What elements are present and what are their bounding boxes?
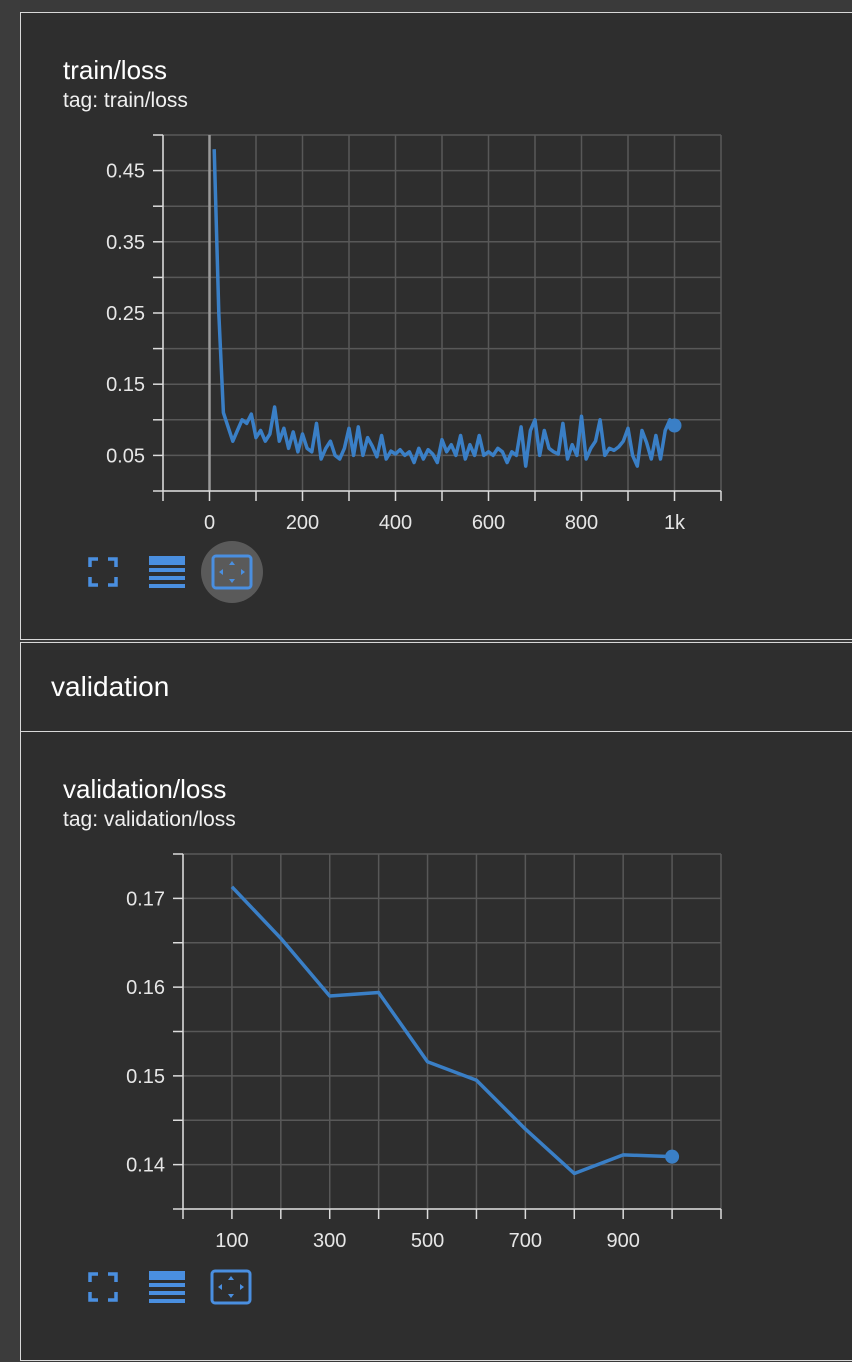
last-point-marker <box>665 1149 680 1164</box>
x-tick-label: 800 <box>565 512 598 534</box>
y-tick-label: 0.25 <box>106 303 145 325</box>
y-tick-label: 0.16 <box>126 977 165 999</box>
x-tick-label: 300 <box>313 1230 346 1252</box>
y-tick-label: 0.14 <box>126 1155 165 1177</box>
chart-tag: tag: validation/loss <box>63 808 236 831</box>
last-point-marker <box>667 418 682 433</box>
chart-toolbar <box>77 1261 269 1313</box>
train-loss-chart[interactable]: 0.05 0.15 0.25 0.35 0.45 0 200 400 600 800 1k <box>21 13 851 553</box>
fullscreen-icon <box>88 557 118 587</box>
validation-section-header[interactable]: validation <box>20 642 852 732</box>
data-table-icon <box>149 1271 185 1303</box>
x-tick-label: 100 <box>215 1230 248 1252</box>
x-tick-label: 0 <box>204 512 215 534</box>
y-tick-label: 0.35 <box>106 232 145 254</box>
y-tick-label: 0.15 <box>126 1066 165 1088</box>
x-tick-label: 400 <box>379 512 412 534</box>
toggle-table-button[interactable] <box>141 1261 193 1313</box>
fit-domain-icon <box>210 1269 252 1305</box>
validation-loss-chart[interactable]: 0.14 0.15 0.16 0.17 100 300 500 700 900 <box>21 732 851 1272</box>
y-tick-label: 0.15 <box>106 374 145 396</box>
y-tick-label: 0.05 <box>106 445 145 467</box>
chart-title: validation/loss <box>63 774 227 804</box>
chart-tag: tag: train/loss <box>63 89 188 112</box>
series-line <box>212 149 676 468</box>
series-line <box>230 885 673 1176</box>
fullscreen-icon <box>88 1272 118 1302</box>
fullscreen-button[interactable] <box>77 1261 129 1313</box>
train-loss-card: train/loss tag: train/loss 0.05 0.15 0.25 0… <box>20 12 852 640</box>
chart-toolbar <box>77 541 275 603</box>
x-tick-label: 900 <box>606 1230 639 1252</box>
validation-loss-card: validation/loss tag: validation/loss 0.1… <box>20 731 852 1361</box>
x-tick-label: 1k <box>664 512 686 534</box>
x-tick-label: 700 <box>509 1230 542 1252</box>
fit-domain-button[interactable] <box>205 1261 257 1313</box>
x-tick-label: 600 <box>472 512 505 534</box>
x-tick-label: 200 <box>286 512 319 534</box>
x-tick-label: 500 <box>411 1230 444 1252</box>
section-title: validation <box>51 671 170 702</box>
chart-title: train/loss <box>63 55 168 85</box>
y-tick-label: 0.17 <box>126 888 165 910</box>
sidebar-edge <box>0 0 20 1362</box>
y-tick-label: 0.45 <box>106 161 145 183</box>
fit-domain-icon <box>211 554 253 590</box>
fit-domain-button[interactable] <box>201 541 263 603</box>
toggle-table-button[interactable] <box>141 546 193 598</box>
data-table-icon <box>149 556 185 588</box>
fullscreen-button[interactable] <box>77 546 129 598</box>
